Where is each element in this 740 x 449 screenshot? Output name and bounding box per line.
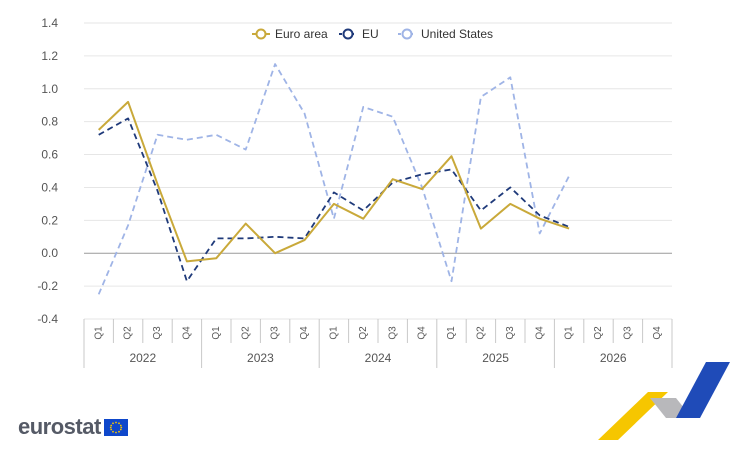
x-tick-label-quarter: Q2 — [123, 326, 134, 340]
x-tick-label-quarter: Q3 — [152, 326, 163, 340]
eu-flag-icon — [103, 418, 128, 436]
x-tick-label-quarter: Q3 — [505, 326, 516, 340]
legend-marker — [401, 28, 413, 40]
x-tick-label-year: 2025 — [482, 351, 509, 365]
logo-text: eurostat — [18, 414, 101, 439]
y-tick-label: 0.4 — [41, 180, 58, 194]
x-tick-label-quarter: Q4 — [299, 326, 310, 340]
brand-yellow-stripe — [598, 392, 668, 440]
x-tick-label-quarter: Q4 — [182, 326, 193, 340]
legend-item-euro-area[interactable]: Euro area — [252, 27, 328, 41]
x-tick-label-year: 2026 — [600, 351, 627, 365]
legend-label: EU — [362, 27, 379, 41]
x-tick-label-quarter: Q3 — [270, 326, 281, 340]
x-tick-label-quarter: Q4 — [652, 326, 663, 340]
series-line-euro-area — [98, 100, 570, 263]
x-tick-label-quarter: Q3 — [387, 326, 398, 340]
series-lines — [97, 63, 570, 295]
x-tick-label-quarter: Q2 — [358, 326, 369, 340]
legend-marker — [255, 28, 267, 40]
y-tick-label: 1.2 — [41, 49, 58, 63]
x-tick-label-quarter: Q1 — [211, 326, 222, 340]
y-tick-label: -0.2 — [37, 279, 58, 293]
y-tick-label: 1.0 — [41, 82, 58, 96]
brand-decoration — [598, 362, 730, 440]
x-tick-label-quarter: Q4 — [417, 326, 428, 340]
x-tick-label-quarter: Q1 — [93, 326, 104, 340]
y-tick-label: 0.2 — [41, 213, 58, 227]
x-tick-label-year: 2023 — [247, 351, 274, 365]
y-tick-label: 1.4 — [41, 16, 58, 30]
x-tick-label-quarter: Q1 — [446, 326, 457, 340]
y-axis: -0.4 -0.2 0.0 0.2 0.4 0.6 0.8 1.0 1.2 1.4 — [37, 16, 58, 326]
series-line-united-states — [97, 63, 570, 295]
x-tick-label-quarter: Q3 — [623, 326, 634, 340]
y-tick-label: 0.8 — [41, 115, 58, 129]
x-tick-label-year: 2022 — [129, 351, 156, 365]
legend-marker — [342, 28, 354, 40]
x-tick-label-quarter: Q1 — [329, 326, 340, 340]
legend-label: Euro area — [275, 27, 328, 41]
x-tick-label-quarter: Q2 — [593, 326, 604, 340]
x-axis: Q1 Q2 Q3 Q4 Q1 Q2 Q3 Q4 Q1 Q2 Q3 Q4 Q1 Q2 Q3 Q4 Q1 Q2 Q3 Q4… — [83, 319, 673, 368]
eurostat-logo: eurostat — [18, 414, 128, 440]
y-tick-label: 0.0 — [41, 246, 58, 260]
legend-item-united-states[interactable]: United States — [398, 27, 493, 41]
y-tick-label: 0.6 — [41, 148, 58, 162]
x-tick-label-year: 2024 — [365, 351, 392, 365]
grid-lines — [84, 22, 672, 320]
legend-item-eu[interactable]: EU — [339, 27, 379, 41]
legend[interactable]: Euro area EU United States — [252, 27, 493, 41]
x-tick-label-quarter: Q2 — [476, 326, 487, 340]
series-line-eu — [98, 117, 570, 283]
y-tick-label: -0.4 — [37, 312, 58, 326]
legend-label: United States — [421, 27, 493, 41]
x-tick-label-quarter: Q4 — [534, 326, 545, 340]
x-tick-label-quarter: Q1 — [564, 326, 575, 340]
x-tick-label-quarter: Q2 — [240, 326, 251, 340]
brand-blue-stripe — [676, 362, 730, 418]
